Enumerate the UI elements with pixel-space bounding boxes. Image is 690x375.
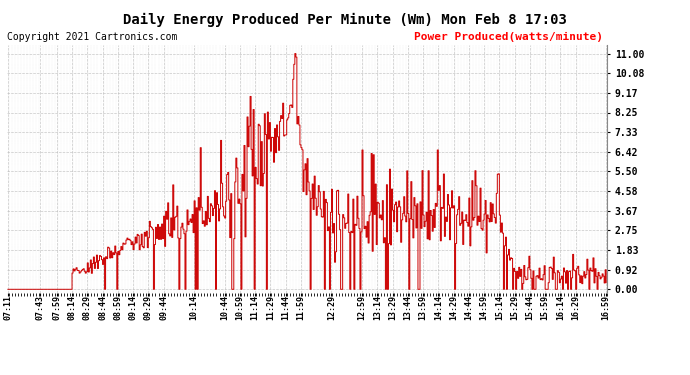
Text: Daily Energy Produced Per Minute (Wm) Mon Feb 8 17:03: Daily Energy Produced Per Minute (Wm) Mo… bbox=[123, 13, 567, 27]
Text: Power Produced(watts/minute): Power Produced(watts/minute) bbox=[414, 32, 603, 42]
Text: Copyright 2021 Cartronics.com: Copyright 2021 Cartronics.com bbox=[7, 32, 177, 42]
